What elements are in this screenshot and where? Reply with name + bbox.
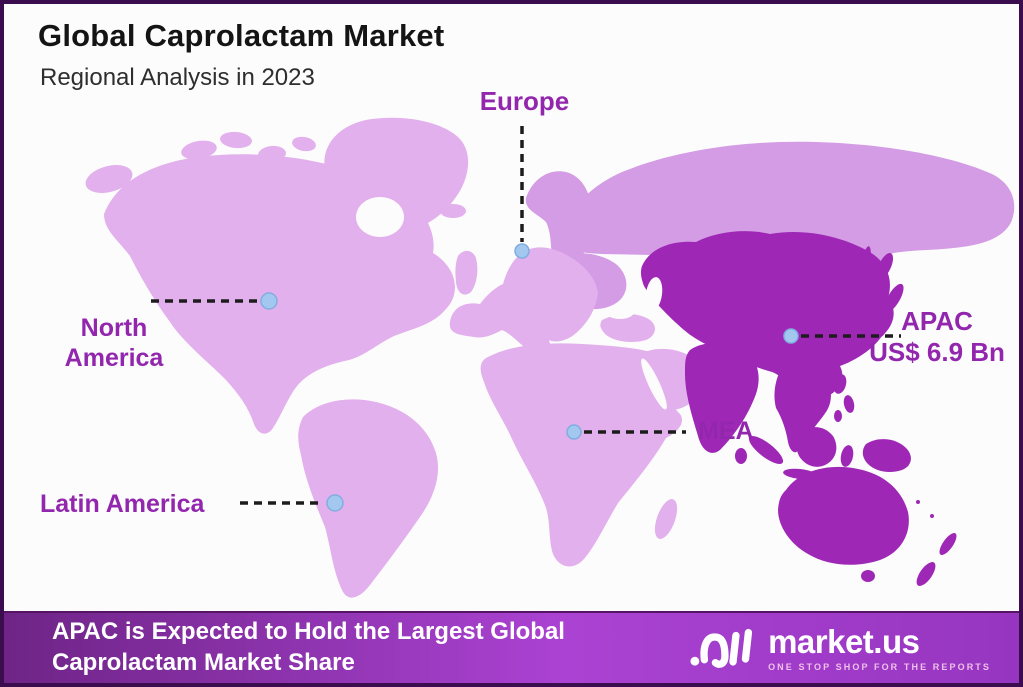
logo-tagline: ONE STOP SHOP FOR THE REPORTS xyxy=(768,661,991,672)
region-greenland-shape xyxy=(324,117,469,234)
banner-line-2: Caprolactam Market Share xyxy=(52,649,355,676)
north-america-marker-dot xyxy=(260,292,278,310)
page-title: Global Caprolactam Market xyxy=(38,18,445,53)
world-map xyxy=(85,117,1015,598)
apac-marker-dot xyxy=(783,328,799,344)
market-us-logo-icon xyxy=(690,628,753,668)
sea-shapes xyxy=(356,197,667,410)
mea-marker-dot xyxy=(566,424,582,440)
latin-america-marker-dot xyxy=(326,494,344,512)
logo-words: market.us ONE STOP SHOP FOR THE REPORTS xyxy=(768,625,991,672)
apac-label-value: US$ 6.9 Bn xyxy=(869,336,1005,367)
region-apac-shape xyxy=(640,231,957,586)
region-europe-shape xyxy=(440,247,598,355)
region-iceland-shape xyxy=(440,204,466,218)
region-south-america-shape xyxy=(298,399,439,598)
page-subtitle: Regional Analysis in 2023 xyxy=(40,64,315,91)
apac-label-name: APAC xyxy=(901,306,973,336)
europe-label: Europe xyxy=(479,86,570,116)
region-africa-mea-shape xyxy=(480,314,705,567)
market-us-logo: market.us ONE STOP SHOP FOR THE REPORTS xyxy=(689,622,991,674)
logo-name: market.us xyxy=(768,622,920,660)
caspian-sea-shape xyxy=(645,277,663,311)
apac-label: APAC US$ 6.9 Bn xyxy=(861,306,1013,367)
banner-headline: APAC is Expected to Hold the Largest Glo… xyxy=(52,617,565,678)
latin-america-label: Latin America xyxy=(40,490,205,518)
mea-label: MEA xyxy=(698,417,754,445)
bottom-banner: APAC is Expected to Hold the Largest Glo… xyxy=(4,611,1019,683)
banner-line-1: APAC is Expected to Hold the Largest Glo… xyxy=(52,618,565,646)
europe-marker-dot xyxy=(514,243,530,259)
north-america-label: North America xyxy=(64,314,164,372)
